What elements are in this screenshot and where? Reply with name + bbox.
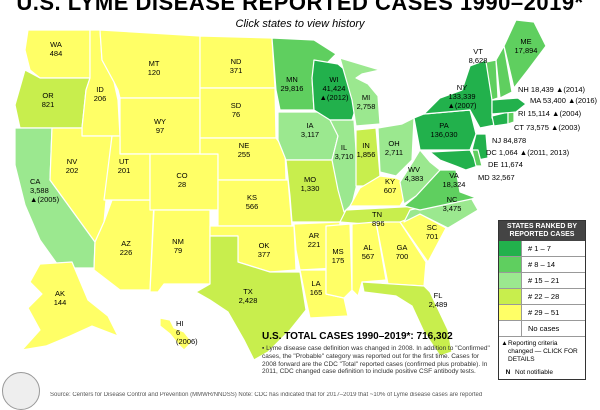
state-TX[interactable] [195,235,307,361]
callout-1: MA 53,400 ▲(2016) [530,96,598,105]
state-MD[interactable] [429,149,479,171]
source-note: Source: Centers for Disease Control and … [50,392,483,398]
state-OH[interactable] [377,117,415,177]
legend-row-label: # 15 – 21 [528,276,560,285]
callout-4: NJ 84,878 [492,136,526,145]
state-CO[interactable] [149,153,219,211]
legend-criteria-text[interactable]: Reporting criteria changed — CLICK FOR D… [508,340,578,363]
map-title: U.S. LYME DISEASE REPORTED CASES 1990–20… [16,0,584,15]
state-ND[interactable] [199,35,276,89]
legend-not-notifiable-text: Not notifiable [515,369,553,376]
state-MS[interactable] [325,223,353,299]
legend-row: # 1 – 7 [499,241,585,257]
legend-row-label: # 8 – 14 [528,260,556,269]
legend-row-label: # 22 – 28 [528,292,560,301]
state-OR[interactable] [14,69,91,129]
state-NH[interactable] [495,45,513,99]
callout-2: RI 15,114 ▲(2004) [518,109,582,118]
legend-row: # 29 – 51 [499,305,585,321]
not-notifiable-symbol: N [505,369,511,376]
lyme-disease-logo [2,372,40,410]
us-total: U.S. TOTAL CASES 1990–2019*: 716,302 [262,331,453,342]
state-HI[interactable] [159,317,193,351]
legend-swatch [499,241,522,256]
legend: STATES RANKED BY REPORTED CASES # 1 – 7 #… [498,220,586,380]
legend-swatch [499,305,522,320]
callout-7: MD 32,567 [478,173,515,182]
callout-6: DE 11,674 [488,160,523,169]
state-WA[interactable] [24,29,91,79]
legend-swatch [499,257,522,272]
state-WY[interactable] [119,97,201,155]
state-FL[interactable] [361,281,453,357]
legend-row: No cases [499,321,585,337]
state-MA[interactable] [491,97,527,115]
callout-0: NH 18,439 ▲(2014) [518,85,586,94]
state-ME[interactable] [503,19,547,89]
state-PA[interactable] [413,109,477,151]
state-NM[interactable] [149,209,211,293]
state-DE[interactable] [471,149,483,167]
legend-header: STATES RANKED BY REPORTED CASES [499,221,585,241]
state-IN[interactable] [355,127,381,187]
map-subtitle: Click states to view history [235,18,365,30]
triangle-icon: ▲ [501,340,508,347]
state-MI[interactable] [339,57,381,127]
callout-3: CT 73,575 ▲(2003) [514,123,581,132]
state-WV[interactable] [399,149,441,205]
state-AK[interactable] [21,261,119,351]
legend-row-label: # 1 – 7 [528,244,551,253]
legend-swatch [499,321,522,336]
state-SD[interactable] [199,87,277,139]
legend-swatch [499,273,522,288]
legend-not-notifiable: N Not notifiable [499,366,585,379]
legend-row: # 15 – 21 [499,273,585,289]
state-KS[interactable] [217,179,293,227]
legend-swatch [499,289,522,304]
legend-rows: # 1 – 7 # 8 – 14 # 15 – 21 # 22 – 28 # 29 – … [499,241,585,337]
legend-criteria[interactable]: ▲ Reporting criteria changed — CLICK FOR… [499,337,585,366]
legend-row: # 22 – 28 [499,289,585,305]
state-RI[interactable] [507,111,515,125]
legend-row-label: No cases [528,324,560,333]
state-VT[interactable] [485,59,499,101]
legend-row-label: # 29 – 51 [528,308,560,317]
state-GA[interactable] [375,221,427,287]
state-IL[interactable] [329,119,359,213]
legend-row: # 8 – 14 [499,257,585,273]
footnote: ▪ Lyme disease case definition was chang… [262,345,490,376]
callout-5: DC 1,064 ▲(2011, 2013) [486,148,570,157]
